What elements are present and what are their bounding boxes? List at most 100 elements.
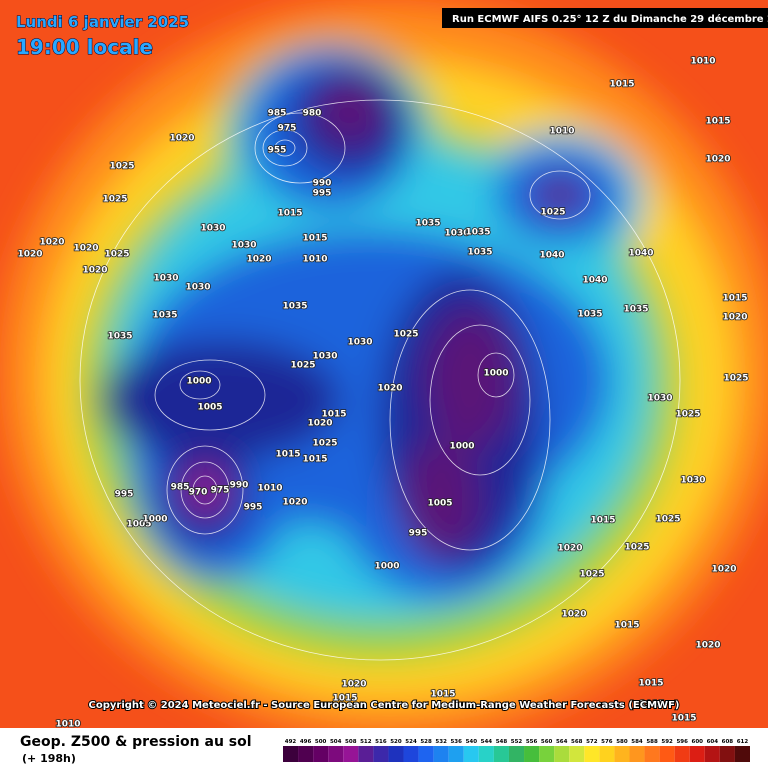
scale-swatch	[554, 746, 570, 762]
pressure-label: 1020	[705, 155, 730, 165]
scale-swatch	[448, 746, 464, 762]
pressure-label: 1015	[638, 679, 663, 689]
scale-swatch	[418, 746, 434, 762]
pressure-label: 1025	[579, 570, 604, 580]
scale-swatch	[734, 746, 750, 762]
geopotential-field	[0, 0, 768, 740]
scale-tick-label: 532	[435, 739, 447, 745]
pressure-label: 1020	[307, 419, 332, 429]
scale-tick-label: 564	[556, 739, 568, 745]
pressure-label: 1025	[675, 410, 700, 420]
pressure-label: 1025	[109, 162, 134, 172]
pressure-label: 1040	[539, 251, 564, 261]
pressure-label: 1015	[302, 455, 327, 465]
pressure-label: 1035	[415, 219, 440, 229]
scale-tick-label: 540	[466, 739, 478, 745]
pressure-label: 1040	[628, 249, 653, 259]
pressure-label: 1010	[257, 484, 282, 494]
scale-tick-label: 524	[405, 739, 417, 745]
scale-swatch	[659, 746, 675, 762]
pressure-label: 1015	[332, 694, 357, 704]
pressure-label: 1035	[577, 310, 602, 320]
forecast-date: Lundi 6 janvier 2025	[16, 13, 189, 31]
pressure-label: 1025	[393, 330, 418, 340]
pressure-label: 1000	[374, 562, 399, 572]
pressure-label: 1030	[185, 283, 210, 293]
pressure-label: 1000	[483, 369, 508, 379]
pressure-label: 985	[171, 483, 190, 493]
pressure-label: 1020	[695, 641, 720, 651]
pressure-label: 1025	[290, 361, 315, 371]
pressure-label: 1020	[722, 313, 747, 323]
scale-tick-label: 572	[586, 739, 598, 745]
pressure-label: 1020	[341, 680, 366, 690]
pressure-label: 1035	[152, 311, 177, 321]
scale-swatch	[584, 746, 600, 762]
pressure-label: 1030	[347, 338, 372, 348]
pressure-label: 1015	[639, 700, 664, 710]
pressure-label: 985	[268, 109, 287, 119]
pressure-label: 1015	[277, 209, 302, 219]
pressure-label: 1005	[126, 520, 151, 530]
scale-tick-label: 548	[496, 739, 508, 745]
pressure-label: 1035	[107, 332, 132, 342]
pressure-label: 1035	[623, 305, 648, 315]
scale-swatch	[403, 746, 419, 762]
pressure-label: 1015	[430, 690, 455, 700]
pressure-label: 1035	[282, 302, 307, 312]
pressure-label: 1020	[711, 565, 736, 575]
run-info: Run ECMWF AIFS 0.25° 12 Z du Dimanche 29…	[452, 13, 768, 25]
scale-tick-label: 580	[616, 739, 628, 745]
pressure-label: 1010	[302, 255, 327, 265]
pressure-label: 1025	[655, 515, 680, 525]
scale-tick-label: 600	[692, 739, 704, 745]
scale-tick-label: 560	[541, 739, 553, 745]
scale-tick-label: 584	[631, 739, 643, 745]
scale-tick-label: 608	[722, 739, 734, 745]
pressure-label: 1020	[282, 498, 307, 508]
pressure-label: 1030	[680, 476, 705, 486]
pressure-label: 1020	[246, 255, 271, 265]
scale-tick-label: 500	[315, 739, 327, 745]
pressure-label: 1030	[200, 224, 225, 234]
pressure-labels: 985 980 975 955 1020 1025 1025 1020 1020 1020 1025…	[17, 56, 750, 731]
scale-tick-label: 588	[646, 739, 658, 745]
pressure-label: 1030	[444, 229, 469, 239]
scale-swatch	[569, 746, 585, 762]
pressure-label: 1030	[231, 241, 256, 251]
scale-swatch	[373, 746, 389, 762]
scale-swatch	[599, 746, 615, 762]
pressure-label: 1020	[73, 244, 98, 254]
scale-tick-label: 512	[360, 739, 372, 745]
pressure-label: 980	[303, 109, 322, 119]
scale-tick-label: 520	[390, 739, 402, 745]
scale-tick-label: 556	[526, 739, 538, 745]
pressure-label: 1015	[321, 410, 346, 420]
pressure-label: 1015	[590, 516, 615, 526]
pressure-label: 1000	[142, 515, 167, 525]
pressure-label: 995	[409, 529, 428, 539]
pressure-label: 1010	[690, 57, 715, 67]
scale-swatch	[719, 746, 735, 762]
pressure-label: 1020	[82, 266, 107, 276]
scale-swatch	[508, 746, 525, 762]
scale-tick-label: 504	[330, 739, 342, 745]
scale-swatch	[644, 746, 660, 762]
forecast-time: 19:00 locale	[16, 35, 153, 59]
isobars	[79, 99, 681, 661]
scale-tick-label: 496	[300, 739, 312, 745]
scale-swatch	[539, 746, 555, 762]
scale-tick-label: 528	[420, 739, 432, 745]
scale-swatch	[358, 746, 374, 762]
scale-tick-label: 568	[571, 739, 583, 745]
pressure-label: 990	[230, 481, 249, 491]
pressure-label: 975	[278, 124, 297, 134]
pressure-label: 1040	[582, 276, 607, 286]
scale-tick-label: 592	[661, 739, 673, 745]
pressure-label: 1015	[671, 714, 696, 724]
scale-swatch	[343, 746, 359, 762]
pressure-label: 1035	[465, 228, 490, 238]
pressure-label: 1010	[549, 127, 574, 137]
pressure-label: 1020	[17, 250, 42, 260]
